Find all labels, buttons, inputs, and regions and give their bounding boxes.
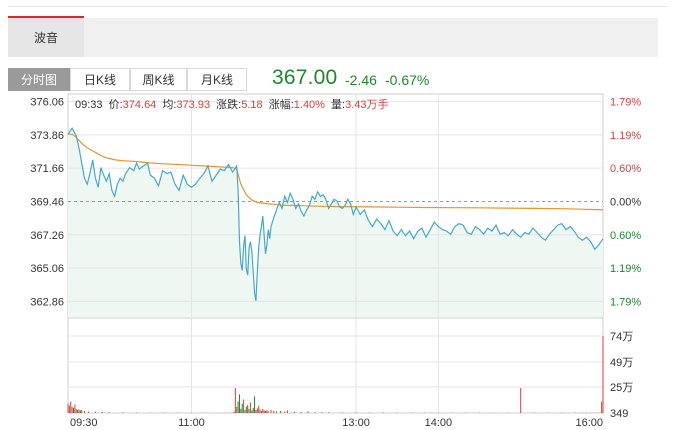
volume-tick-label: 349	[610, 408, 628, 420]
price-tick-label: 367.26	[30, 230, 64, 242]
info-price-label: 价:	[109, 98, 123, 111]
info-time: 09:33	[75, 99, 103, 111]
price-tick-label: 371.66	[30, 163, 64, 175]
price-line	[67, 127, 604, 301]
tab-intraday[interactable]: 分时图	[8, 68, 70, 91]
price-tick-label: 373.86	[30, 130, 64, 142]
volume-tick-label: 25万	[610, 382, 633, 394]
price-change-pct: -0.67%	[385, 72, 430, 88]
price-axis: 376.06 373.86 371.66 369.46 367.26 365.06 362.…	[30, 97, 64, 309]
info-price: 374.64	[123, 99, 157, 111]
volume-axis: 74万 49万 25万 349	[610, 331, 633, 420]
info-pct: 1.40%	[294, 99, 325, 111]
info-chg: 5.18	[241, 99, 262, 111]
price-tick-label: 376.06	[30, 97, 64, 109]
tab-monthly-k[interactable]: 月K线	[187, 68, 247, 91]
top-divider	[8, 6, 668, 7]
tab-boeing[interactable]: 波音	[8, 16, 84, 57]
volume-bars	[67, 336, 604, 413]
volume-tick-label: 49万	[610, 357, 633, 369]
pct-tick-label: 0.60%	[610, 230, 641, 242]
pct-tick-label: 0.00%	[610, 196, 641, 208]
volume-panel	[67, 317, 604, 414]
info-avg-label: 均:	[162, 98, 176, 111]
price-change: -2.46	[345, 72, 377, 88]
tab-daily-k[interactable]: 日K线	[70, 68, 130, 91]
pct-tick-label: 1.19%	[610, 130, 641, 142]
toolbar	[8, 18, 658, 57]
time-tick-label: 13:00	[342, 417, 370, 429]
time-tick-label: 16:00	[575, 417, 603, 429]
price-tick-label: 362.86	[30, 296, 64, 308]
info-vol: 3.43万手	[345, 97, 388, 111]
info-pct-label: 涨幅:	[269, 98, 294, 111]
pct-tick-label: 1.79%	[610, 296, 641, 308]
time-tick-label: 14:00	[425, 417, 453, 429]
price-area-fill	[68, 128, 603, 317]
volume-tick-label: 74万	[610, 331, 633, 343]
average-line	[68, 133, 604, 211]
info-avg: 373.93	[176, 99, 210, 111]
pct-axis: 1.79% 1.19% 0.60% 0.00% 0.60% 1.19% 1.79%	[610, 97, 641, 309]
time-tick-label: 09:30	[70, 417, 98, 429]
info-chg-label: 涨跌:	[216, 97, 241, 111]
pct-tick-label: 1.19%	[610, 263, 641, 275]
time-axis: 09:30 11:00 13:00 14:00 16:00	[70, 417, 603, 429]
pct-tick-label: 0.60%	[610, 163, 641, 175]
last-price: 367.00	[272, 66, 338, 89]
time-tick-label: 11:00	[178, 417, 205, 429]
info-vol-label: 量:	[331, 98, 345, 111]
tab-weekly-k[interactable]: 周K线	[130, 68, 187, 91]
grid	[68, 94, 603, 413]
price-tick-label: 369.46	[30, 196, 64, 208]
price-tick-label: 365.06	[30, 263, 64, 275]
info-bar: 09:33 价:374.64 均:373.93 涨跌:5.18 涨幅:1.40%…	[75, 97, 389, 111]
pct-tick-label: 1.79%	[610, 97, 641, 109]
